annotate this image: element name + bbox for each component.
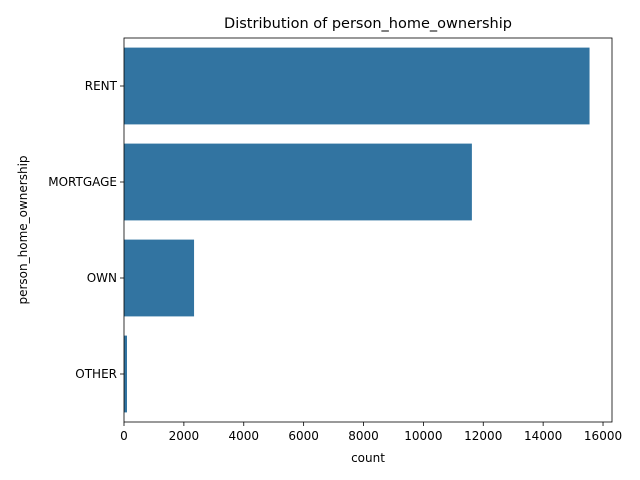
bar-own: [124, 239, 195, 317]
x-axis: 0 2000 4000 6000 8000 10000 12000 14000 16000: [120, 422, 622, 443]
bar-mortgage: [124, 143, 472, 221]
y-axis-label: person_home_ownership: [16, 155, 30, 304]
chart-title: Distribution of person_home_ownership: [224, 16, 512, 32]
x-tick-label: 14000: [524, 429, 562, 443]
x-tick-label: 10000: [404, 429, 442, 443]
bars-group: [124, 47, 590, 413]
y-tick-label: OWN: [87, 271, 117, 285]
y-tick-label: MORTGAGE: [48, 175, 117, 189]
x-tick-label: 16000: [584, 429, 622, 443]
x-tick-label: 2000: [169, 429, 200, 443]
x-tick-label: 8000: [348, 429, 379, 443]
y-axis: RENT MORTGAGE OWN OTHER: [48, 79, 124, 381]
y-tick-label: RENT: [85, 79, 118, 93]
x-tick-label: 12000: [464, 429, 502, 443]
bar-other: [124, 335, 127, 413]
x-axis-label: count: [351, 451, 385, 465]
x-tick-label: 6000: [288, 429, 319, 443]
y-tick-label: OTHER: [75, 367, 117, 381]
plot-frame: [123, 37, 613, 423]
x-tick-label: 0: [120, 429, 128, 443]
x-tick-label: 4000: [228, 429, 259, 443]
bar-rent: [124, 47, 590, 125]
